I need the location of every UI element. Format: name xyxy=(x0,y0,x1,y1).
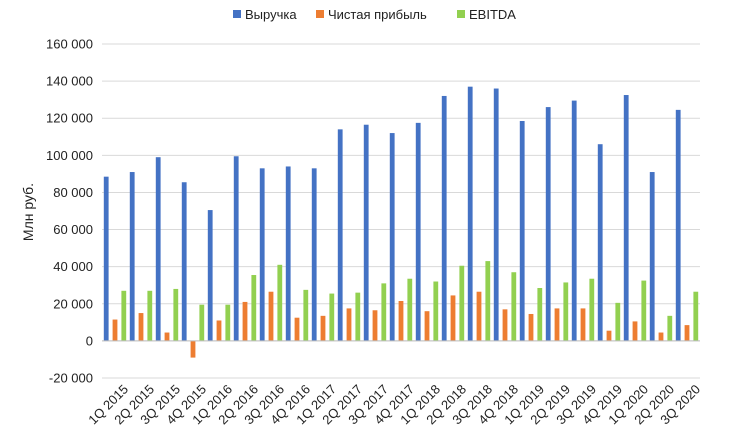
bar-выручка-2Q-2017 xyxy=(337,129,343,341)
bar-ebitda-2Q-2017 xyxy=(355,292,361,341)
y-axis-ticks: -20 000 0 20 000 40 000 60 000 80 000 100 000 1… xyxy=(46,37,93,386)
bar-чистая-прибыль-2Q-2020 xyxy=(658,332,664,341)
bar-чистая-прибыль-2Q-2017 xyxy=(346,308,352,341)
bar-чистая-прибыль-1Q-2015 xyxy=(112,319,118,341)
bar-ebitda-3Q-2019 xyxy=(589,278,595,341)
bar-чистая-прибыль-1Q-2017 xyxy=(320,315,326,341)
bar-ebitda-2Q-2020 xyxy=(667,315,673,341)
bar-ebitda-1Q-2017 xyxy=(329,293,335,341)
bar-ebitda-3Q-2015 xyxy=(173,288,179,341)
bar-выручка-1Q-2020 xyxy=(623,95,629,341)
bar-выручка-2Q-2020 xyxy=(649,172,655,341)
legend-swatch xyxy=(316,10,324,18)
bar-выручка-1Q-2019 xyxy=(519,121,525,341)
bar-выручка-4Q-2015 xyxy=(181,182,187,341)
y-tick-label: 140 000 xyxy=(46,74,93,89)
bar-чистая-прибыль-3Q-2015 xyxy=(164,332,170,341)
bar-ebitda-3Q-2017 xyxy=(381,283,387,341)
bar-ebitda-3Q-2020 xyxy=(693,291,699,341)
bar-выручка-2Q-2018 xyxy=(441,95,447,341)
bars xyxy=(103,86,699,358)
bar-чистая-прибыль-3Q-2018 xyxy=(476,291,482,341)
bar-выручка-3Q-2019 xyxy=(571,100,577,341)
y-tick-label: 120 000 xyxy=(46,111,93,126)
bar-ebitda-4Q-2019 xyxy=(615,302,621,341)
legend-label: EBITDA xyxy=(469,7,516,22)
bar-чистая-прибыль-4Q-2019 xyxy=(606,330,612,341)
bar-выручка-4Q-2016 xyxy=(285,166,291,341)
bar-ebitda-3Q-2016 xyxy=(277,264,283,341)
bar-выручка-1Q-2016 xyxy=(207,210,213,341)
legend-swatch xyxy=(233,10,241,18)
bar-выручка-1Q-2017 xyxy=(311,168,317,341)
y-tick-label: 160 000 xyxy=(46,37,93,52)
bar-выручка-1Q-2018 xyxy=(415,122,421,341)
bar-ebitda-1Q-2020 xyxy=(641,280,647,341)
legend-label: Чистая прибыль xyxy=(328,7,427,22)
y-tick-label: 80 000 xyxy=(53,185,93,200)
bar-чистая-прибыль-3Q-2019 xyxy=(580,308,586,341)
bar-ebitda-4Q-2015 xyxy=(199,304,205,341)
bar-ebitda-2Q-2018 xyxy=(459,265,465,341)
bar-чистая-прибыль-2Q-2015 xyxy=(138,313,144,341)
bar-выручка-4Q-2017 xyxy=(389,133,395,341)
bar-ebitda-4Q-2018 xyxy=(511,272,517,341)
bar-ebitda-1Q-2016 xyxy=(225,304,231,341)
bar-выручка-3Q-2016 xyxy=(259,168,265,341)
y-tick-label: 20 000 xyxy=(53,296,93,311)
y-tick-label: -20 000 xyxy=(49,371,93,386)
y-tick-label: 100 000 xyxy=(46,148,93,163)
y-tick-label: 40 000 xyxy=(53,259,93,274)
bar-выручка-3Q-2017 xyxy=(363,124,369,341)
bar-выручка-2Q-2019 xyxy=(545,107,551,341)
bar-чистая-прибыль-3Q-2016 xyxy=(268,291,274,341)
bar-выручка-4Q-2019 xyxy=(597,144,603,341)
bar-чистая-прибыль-3Q-2017 xyxy=(372,310,378,341)
bar-ebitda-1Q-2019 xyxy=(537,288,543,341)
bar-выручка-2Q-2016 xyxy=(233,156,239,341)
y-axis-title: Млн руб. xyxy=(20,183,36,241)
bar-чистая-прибыль-1Q-2018 xyxy=(424,311,430,341)
bar-выручка-2Q-2015 xyxy=(129,172,135,341)
bar-чистая-прибыль-4Q-2018 xyxy=(502,309,508,341)
bar-чистая-прибыль-4Q-2017 xyxy=(398,300,404,341)
bar-ebitda-2Q-2019 xyxy=(563,282,569,341)
bar-чистая-прибыль-1Q-2020 xyxy=(632,321,638,341)
bar-чистая-прибыль-2Q-2019 xyxy=(554,308,560,341)
legend-swatch xyxy=(457,10,465,18)
bar-ebitda-2Q-2016 xyxy=(251,275,257,341)
legend: Выручка Чистая прибыль EBITDA xyxy=(233,7,516,22)
bar-чистая-прибыль-2Q-2016 xyxy=(242,301,248,341)
bar-чистая-прибыль-4Q-2016 xyxy=(294,317,300,341)
bar-ebitda-3Q-2018 xyxy=(485,261,491,341)
bar-выручка-4Q-2018 xyxy=(493,88,499,341)
bar-чистая-прибыль-3Q-2020 xyxy=(684,325,690,341)
legend-label: Выручка xyxy=(245,7,297,22)
y-tick-label: 0 xyxy=(86,333,93,348)
bar-ebitda-4Q-2017 xyxy=(407,278,413,341)
bar-выручка-3Q-2020 xyxy=(675,109,681,341)
bar-чистая-прибыль-4Q-2015 xyxy=(190,340,196,358)
bar-ebitda-1Q-2018 xyxy=(433,281,439,341)
bar-выручка-3Q-2018 xyxy=(467,86,473,341)
bar-чистая-прибыль-1Q-2019 xyxy=(528,313,534,341)
bar-выручка-3Q-2015 xyxy=(155,157,161,341)
bar-выручка-1Q-2015 xyxy=(103,176,109,341)
bar-ebitda-2Q-2015 xyxy=(147,290,153,341)
bar-чистая-прибыль-1Q-2016 xyxy=(216,320,222,341)
bar-ebitda-4Q-2016 xyxy=(303,289,309,341)
bar-ebitda-1Q-2015 xyxy=(121,290,127,341)
bar-чистая-прибыль-2Q-2018 xyxy=(450,295,456,341)
y-tick-label: 60 000 xyxy=(53,222,93,237)
